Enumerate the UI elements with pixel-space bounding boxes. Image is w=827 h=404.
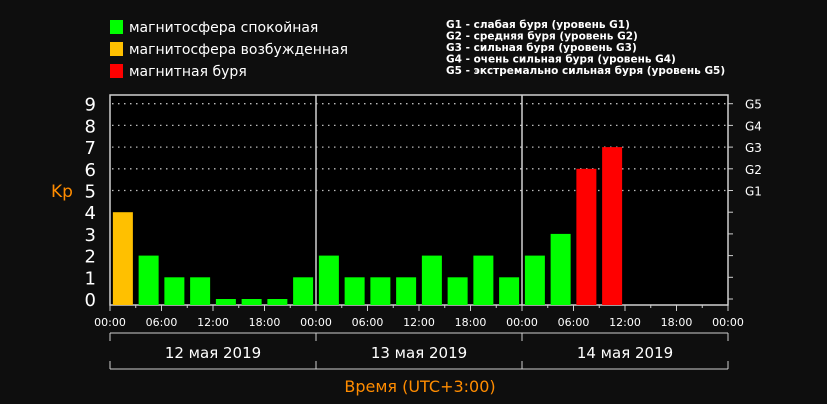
x-tick-label: 00:00 (712, 316, 744, 329)
kp-bar (602, 147, 623, 305)
grid (112, 103, 726, 192)
kp-bar (576, 168, 597, 305)
legend-label: магнитная буря (129, 64, 247, 80)
x-tick-label: 18:00 (249, 316, 281, 329)
storm-level-description: G2 - средняя буря (уровень G2) (446, 31, 638, 43)
x-tick-label: 18:00 (455, 316, 487, 329)
day-label: 12 мая 2019 (165, 344, 261, 362)
y-tick-label: 5 (85, 182, 96, 203)
kp-bar (344, 277, 365, 305)
kp-bar (499, 277, 520, 305)
kp-bar (370, 277, 391, 305)
g-level-label: G5 (745, 98, 762, 112)
x-tick-label: 00:00 (94, 316, 126, 329)
kp-bar (421, 255, 442, 305)
x-tick-label: 18:00 (661, 316, 693, 329)
g-level-label: G1 (745, 185, 762, 199)
kp-bar (190, 277, 211, 305)
y-tick-label: 7 (85, 138, 96, 159)
kp-bar (241, 299, 262, 305)
x-axis: 00:00 06:00 12:00 18:00 00:00 06:00 12:00 18:00… (94, 305, 744, 329)
y-tick-label: 3 (85, 225, 96, 246)
x-tick-label: 12:00 (403, 316, 435, 329)
g-level-label: G3 (745, 141, 762, 155)
legend-swatch (110, 64, 123, 78)
kp-bar (524, 255, 545, 305)
x-tick-label: 06:00 (146, 316, 178, 329)
y-tick-label: 1 (85, 268, 96, 289)
g-level-label: G2 (745, 163, 762, 177)
kp-bar (215, 299, 236, 305)
legend: магнитосфера спокойная магнитосфера возбу… (110, 20, 348, 80)
y-tick-label: 6 (85, 160, 96, 181)
y-tick-label: 8 (85, 116, 96, 137)
x-tick-label: 12:00 (197, 316, 229, 329)
kp-bar (164, 277, 185, 305)
x-tick-label: 12:00 (609, 316, 641, 329)
day-brackets: 12 мая 2019 13 мая 2019 14 мая 2019 (109, 332, 729, 370)
legend-label: магнитосфера спокойная (129, 20, 318, 36)
kp-bar (138, 255, 159, 305)
kp-bar (293, 277, 314, 305)
day-label: 13 мая 2019 (371, 344, 467, 362)
legend-label: магнитосфера возбужденная (129, 42, 348, 58)
x-tick-label: 00:00 (300, 316, 332, 329)
day-label: 14 мая 2019 (577, 344, 673, 362)
kp-bar (550, 233, 571, 305)
legend-swatch (110, 42, 123, 56)
storm-level-description: G1 - слабая буря (уровень G1) (446, 19, 630, 31)
storm-legend: G1 - слабая буря (уровень G1)G2 - средня… (446, 19, 725, 77)
storm-level-description: G4 - очень сильная буря (уровень G4) (446, 54, 676, 66)
kp-bar (318, 255, 339, 305)
kp-bar (396, 277, 417, 305)
y-tick-label: 0 (85, 290, 96, 311)
kp-bar (112, 212, 133, 305)
y-tick-label: 4 (85, 203, 96, 224)
y-tick-label: 2 (85, 247, 96, 268)
y-tick-label: 9 (85, 95, 96, 116)
legend-swatch (110, 20, 123, 34)
g-level-axis: G1 G2 G3 G4 G5 (728, 98, 762, 300)
x-tick-label: 00:00 (506, 316, 538, 329)
x-axis-label: Время (UTC+3:00) (344, 377, 495, 396)
kp-bar (267, 299, 288, 305)
plot-area (109, 94, 729, 306)
y-axis-label: Kp (51, 182, 73, 202)
kp-bar (447, 277, 468, 305)
bars (112, 147, 623, 305)
g-level-label: G4 (745, 119, 762, 133)
day-separators (315, 95, 523, 305)
x-tick-label: 06:00 (352, 316, 384, 329)
kp-bar (473, 255, 494, 305)
storm-level-description: G5 - экстремально сильная буря (уровень … (446, 65, 725, 77)
storm-level-description: G3 - сильная буря (уровень G3) (446, 42, 637, 54)
x-tick-label: 06:00 (558, 316, 590, 329)
